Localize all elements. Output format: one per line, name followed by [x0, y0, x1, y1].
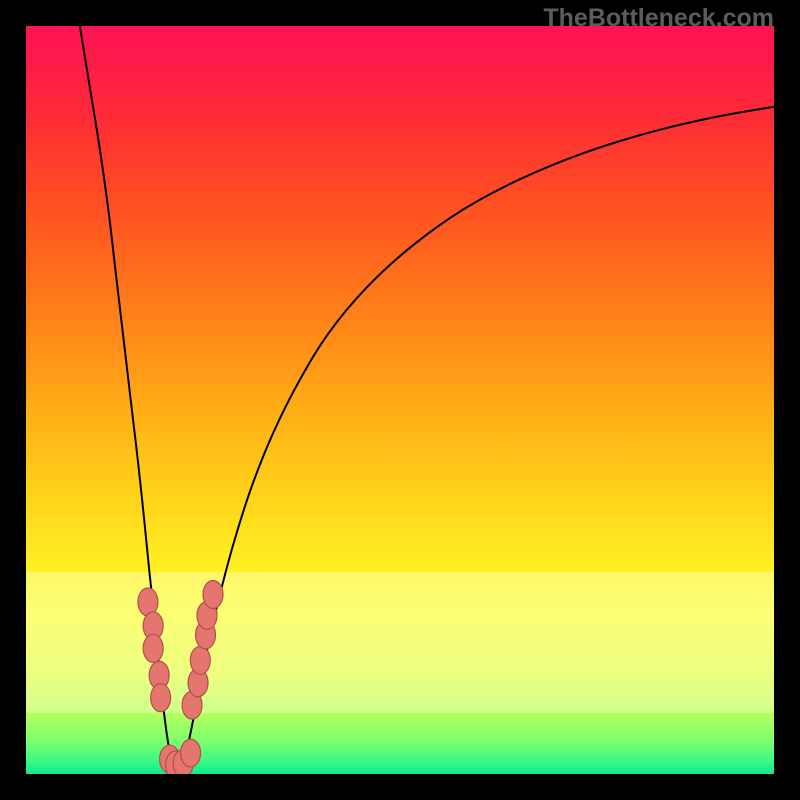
marker-point: [190, 646, 210, 674]
watermark-text: TheBottleneck.com: [543, 4, 774, 33]
plot-svg: [26, 26, 774, 774]
pale-band-overlay: [26, 572, 774, 713]
marker-point: [203, 580, 223, 608]
plot-area: [26, 26, 774, 774]
marker-point: [151, 684, 171, 712]
marker-point: [181, 739, 201, 767]
marker-point: [143, 634, 163, 662]
chart-stage: TheBottleneck.com: [0, 0, 800, 800]
